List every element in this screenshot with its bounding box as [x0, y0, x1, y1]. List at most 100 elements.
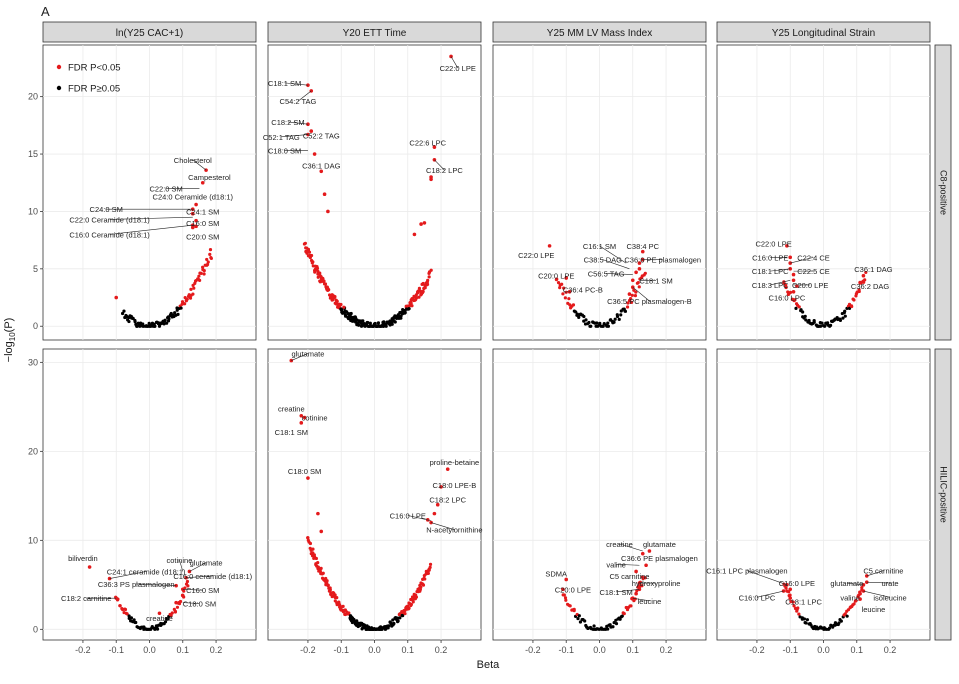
row-strip-bg [934, 348, 952, 641]
data-point-highlight [299, 413, 304, 418]
row-strip-bg [934, 44, 952, 341]
point-label: C22:0 Ceramide (d18:1) [69, 215, 150, 224]
point-label: C36:3 PS plasmalogen [98, 580, 175, 589]
data-point [327, 288, 331, 292]
point-label: C36:2 DAG [851, 282, 890, 291]
point-label: C16:0 ceramide (d18:1) [173, 572, 252, 581]
point-label: C16:1 SM [583, 242, 616, 251]
y-axis-title-suffix: (P) [3, 318, 15, 333]
data-point [629, 300, 634, 304]
data-point [307, 250, 312, 254]
point-label: C18:1 SM [599, 588, 632, 597]
data-point [629, 604, 633, 608]
data-point [634, 290, 638, 294]
data-point [429, 268, 433, 272]
label-leader [866, 570, 884, 577]
data-point [335, 299, 339, 303]
x-tick-label: 0.2 [660, 645, 673, 655]
label-leader [746, 570, 787, 586]
data-point [391, 618, 395, 622]
data-point [333, 593, 337, 597]
data-point [845, 614, 849, 618]
data-point-highlight [637, 267, 642, 271]
volcano-panel: creatine glutamate C36:6 PE plasmalogenval… [492, 348, 707, 641]
point-label: leucine [862, 605, 886, 614]
data-point [202, 272, 206, 276]
y-axis-title-prefix: −log [3, 341, 15, 362]
data-point [428, 565, 432, 570]
column-strip-bg [492, 21, 707, 43]
x-tick-label: -0.2 [300, 645, 316, 655]
data-point [584, 318, 588, 322]
data-point [410, 304, 414, 308]
column-strip-bg [42, 21, 257, 43]
y-tick-label: 5 [33, 264, 38, 274]
point-label: C20:0 SM [186, 233, 219, 242]
point-label: C20:0 LPE [792, 281, 828, 290]
data-point [622, 612, 626, 616]
data-point [401, 614, 405, 618]
data-point [399, 316, 403, 320]
point-label: C16:0 LPE [779, 579, 815, 588]
data-point [188, 296, 193, 300]
data-point-highlight [289, 358, 294, 363]
data-point [315, 266, 320, 270]
data-point [414, 595, 418, 599]
data-point [574, 310, 578, 314]
volcano-panel: C22:0 LPE C18:1 SM C54:2 TAG C18:2 SM C52:2 … [263, 44, 482, 341]
data-point [575, 312, 579, 316]
point-label: valine [606, 560, 626, 569]
data-point [852, 298, 856, 302]
data-point [326, 583, 330, 588]
data-point [852, 602, 856, 606]
point-label: C16:1 LPC plasmalogen [706, 567, 787, 576]
data-point-highlight [547, 244, 552, 248]
data-point-highlight [435, 502, 440, 507]
data-point [561, 292, 565, 296]
data-point-highlight [190, 225, 195, 230]
point-label: C16:0 SM [186, 586, 219, 595]
point-label: C36:5 PC plasmalogen-B [607, 297, 692, 306]
data-point [625, 305, 630, 309]
data-point [576, 616, 580, 621]
legend-label: FDR P≥0.05 [68, 84, 120, 95]
data-point [376, 321, 381, 325]
point-label: creatine [278, 405, 305, 414]
column-strip-bg [716, 21, 931, 43]
data-point [322, 279, 326, 283]
label-leader [632, 286, 650, 302]
data-point [863, 278, 867, 282]
point-label: Campesterol [188, 173, 231, 182]
point-label: C52:1 TAG [263, 133, 300, 142]
data-point-highlight [567, 289, 572, 294]
data-point [155, 627, 160, 631]
column-strip: Y20 ETT Time [267, 21, 482, 43]
data-point [179, 306, 183, 310]
data-point [349, 311, 353, 316]
label-leader [179, 559, 184, 572]
data-point [421, 289, 425, 294]
data-point [123, 607, 128, 612]
label-leader [846, 582, 864, 586]
point-label: C16:0 LPC [769, 294, 806, 303]
y-tick-label: 30 [28, 357, 38, 367]
data-point [636, 280, 640, 285]
data-point [618, 617, 622, 621]
data-point [390, 322, 394, 326]
data-point [316, 560, 320, 565]
data-point [407, 306, 411, 311]
data-point [191, 292, 195, 296]
data-point [819, 324, 823, 328]
data-point [612, 320, 616, 324]
x-tick-label: 0.1 [627, 645, 640, 655]
data-point [572, 609, 576, 613]
data-point [617, 317, 621, 321]
data-point [183, 302, 187, 306]
data-point-highlight [157, 611, 162, 616]
point-label: C38:4 PC [627, 242, 660, 251]
point-label: glutamate [291, 349, 324, 358]
point-label: urate [882, 579, 899, 588]
point-label: C16:0 SM [186, 219, 219, 228]
data-point-highlight [640, 551, 645, 556]
x-tick-label: -0.1 [333, 645, 349, 655]
